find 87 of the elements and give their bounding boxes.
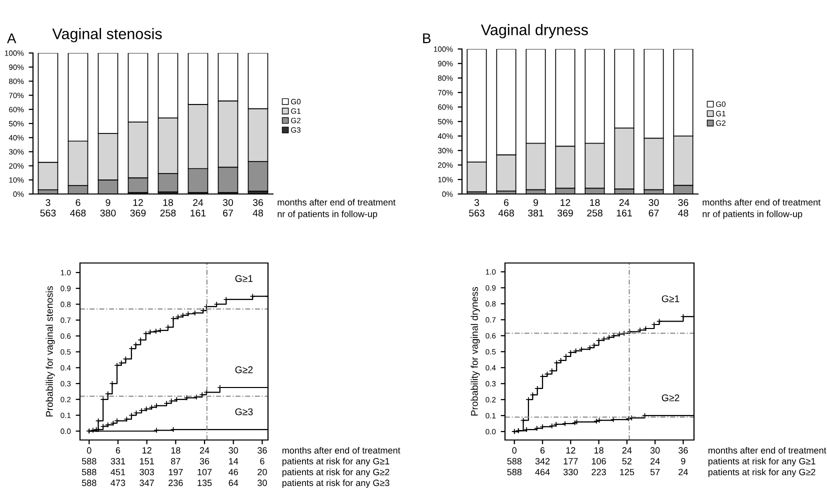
series-label: G≥2: [235, 366, 253, 374]
x-tick-label: 12 369: [558, 199, 573, 216]
x-tick-label: 24 161: [190, 199, 206, 216]
text: 6: [260, 458, 264, 464]
x-tick-label: 36 48: [252, 199, 263, 216]
text: 30: [258, 480, 267, 486]
x-tick-label: 36: [678, 447, 688, 454]
text: 342: [535, 458, 550, 464]
x-tick-label: 0: [86, 447, 92, 454]
text: 125: [620, 468, 634, 476]
text: 36: [200, 458, 210, 464]
text: 473: [110, 480, 126, 486]
y-axis-title: Probability for vaginal stenosis: [46, 286, 55, 416]
x-tick-label: 30: [228, 447, 238, 454]
text: 9: [681, 458, 686, 464]
text: 330: [563, 468, 578, 476]
x-tick-label: 30: [650, 447, 660, 454]
x-tick-label: 18: [171, 447, 180, 454]
x-tick-label: 12: [566, 447, 576, 454]
y-axis-title: Probability for vaginal dryness: [470, 287, 480, 416]
text: 588: [82, 480, 96, 486]
text: patients at risk for any G≥1: [708, 458, 816, 466]
text: 588: [507, 458, 522, 464]
x-tick-label: 18 258: [587, 199, 602, 216]
text: 24: [678, 468, 688, 476]
text: A: [7, 34, 16, 44]
series-label: G≥1: [235, 275, 253, 282]
text: 177: [564, 458, 578, 464]
x-tick-label: 24: [622, 447, 632, 454]
x-tick-label: 12: [142, 447, 152, 454]
x-tick-label: 9 381: [528, 199, 544, 216]
x-tick-label: 24: [200, 447, 210, 454]
text: 588: [507, 468, 522, 476]
text: patients at risk for any G≥2: [708, 468, 816, 478]
text: 151: [140, 458, 154, 464]
chart-title: Vaginal dryness: [480, 24, 588, 38]
text: months after end of treatment: [278, 198, 396, 206]
text: months after end of treatment: [702, 198, 821, 206]
x-tick-label: 12 369: [130, 199, 146, 216]
x-tick-label: 18: [594, 447, 604, 454]
text: 451: [110, 468, 126, 476]
text: 106: [592, 458, 606, 464]
text: 24: [650, 458, 660, 464]
text: 464: [535, 468, 550, 476]
text: 236: [168, 480, 183, 486]
x-tick-label: 6 468: [498, 199, 514, 216]
series-label: G≥2: [662, 394, 680, 402]
series-label: G≥1: [662, 295, 680, 302]
series-label: G≥3: [235, 408, 253, 416]
text: 135: [198, 480, 212, 486]
text: 57: [650, 468, 660, 476]
x-tick-label: 36: [258, 447, 267, 454]
text: 331: [110, 458, 126, 464]
x-tick-label: 3 563: [40, 199, 56, 216]
text: patients at risk for any G≥3: [282, 479, 390, 488]
text: 52: [622, 458, 632, 464]
x-tick-label: 36 48: [678, 199, 688, 216]
text: 223: [592, 468, 606, 476]
text: months after end of treatment: [282, 446, 400, 454]
x-tick-label: 6: [540, 447, 545, 454]
text: 588: [82, 458, 96, 464]
text: months after end of treatment: [708, 446, 826, 454]
x-tick-label: 3 563: [469, 199, 484, 216]
x-tick-label: 6 468: [70, 199, 86, 216]
text: 20: [258, 468, 267, 476]
x-tick-label: 0: [512, 447, 517, 454]
text: 197: [168, 468, 183, 476]
text: 87: [171, 458, 180, 464]
text: patients at risk for any G≥1: [282, 458, 390, 466]
text: nr of patients in follow-up: [702, 210, 802, 219]
x-tick-label: 9 380: [100, 199, 116, 216]
x-tick-label: 24 161: [616, 199, 632, 216]
chart-title: Vaginal stenosis: [52, 28, 162, 42]
x-tick-label: 30 67: [222, 199, 234, 216]
text: 14: [229, 458, 238, 464]
x-tick-label: 30 67: [648, 199, 659, 216]
text: 303: [140, 468, 154, 476]
text: 347: [140, 480, 154, 486]
x-tick-label: 6: [116, 447, 120, 454]
text: 64: [228, 480, 238, 486]
text: B: [423, 34, 431, 44]
text: 588: [82, 468, 96, 476]
text: nr of patients in follow-up: [278, 210, 378, 219]
text: 107: [198, 468, 212, 476]
text: patients at risk for any G≥2: [282, 468, 390, 478]
x-tick-label: 18 258: [160, 199, 176, 216]
text: 46: [228, 468, 238, 476]
